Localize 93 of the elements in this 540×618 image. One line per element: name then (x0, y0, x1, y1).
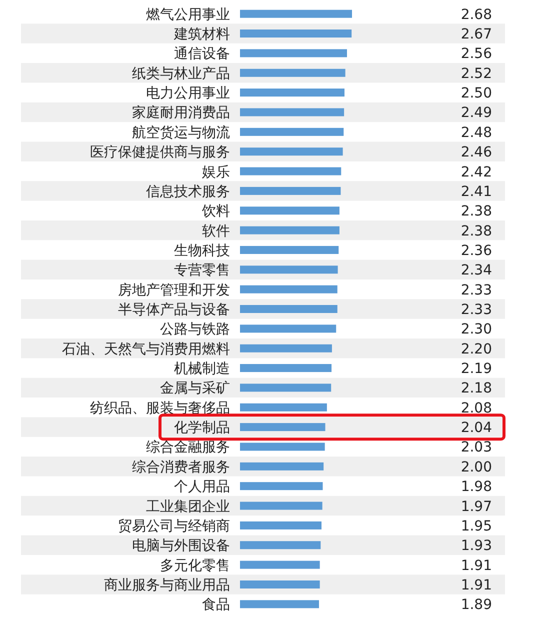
y-tick-label: 通信设备 (174, 46, 230, 62)
bar (240, 462, 324, 470)
data-label: 1.93 (460, 538, 492, 554)
bar (240, 541, 321, 550)
y-tick-label: 工业集团企业 (146, 498, 230, 515)
y-tick-label: 商业服务与商业用品 (104, 577, 230, 594)
data-label: 1.89 (460, 597, 492, 614)
y-tick-label: 软件 (202, 223, 230, 240)
data-label: 2.68 (460, 6, 492, 23)
y-tick-label: 房地产管理和开发 (118, 282, 230, 298)
y-tick-label: 电力公用事业 (146, 86, 230, 102)
y-tick-label: 电脑与外围设备 (132, 538, 230, 554)
data-label: 2.49 (460, 105, 492, 122)
y-tick-label: 建筑材料 (173, 26, 230, 43)
bar (240, 128, 344, 136)
data-label: 2.41 (460, 184, 492, 200)
bar (240, 580, 320, 588)
bar (240, 403, 327, 412)
data-label: 2.00 (460, 459, 492, 476)
data-label: 2.38 (460, 204, 492, 220)
data-label: 2.20 (460, 341, 492, 358)
data-label: 2.04 (460, 420, 492, 436)
bar (240, 423, 326, 432)
y-tick-label: 综合金融服务 (146, 440, 230, 456)
y-tick-label: 家庭耐用消费品 (132, 105, 230, 122)
data-label: 2.18 (460, 380, 492, 397)
data-label: 2.33 (460, 302, 492, 318)
y-tick-label: 机械制造 (174, 361, 230, 378)
y-tick-label: 公路与铁路 (160, 322, 230, 338)
bar (240, 482, 323, 490)
data-label: 2.48 (460, 124, 492, 141)
bar (240, 148, 343, 156)
y-tick-label: 化学制品 (174, 420, 230, 436)
y-tick-label: 燃气公用事业 (146, 6, 230, 23)
data-label: 2.42 (460, 164, 492, 180)
bar (240, 30, 352, 38)
y-tick-label: 生物科技 (174, 242, 230, 259)
y-tick-label: 纸类与林业产品 (132, 66, 230, 82)
bar (240, 68, 346, 77)
data-label: 2.36 (460, 242, 492, 259)
y-tick-label: 航空货运与物流 (132, 124, 230, 141)
data-label: 1.95 (460, 518, 492, 534)
bar (240, 186, 341, 195)
y-tick-label: 娱乐 (202, 164, 230, 180)
bar (240, 364, 332, 372)
bar (240, 49, 347, 58)
bar (240, 600, 319, 608)
y-tick-label: 半导体产品与设备 (118, 302, 230, 318)
bar (240, 324, 336, 333)
data-label: 2.08 (460, 400, 492, 416)
data-label: 2.34 (460, 262, 492, 279)
bar (240, 305, 338, 313)
bar (240, 167, 342, 176)
data-label: 1.98 (460, 479, 492, 496)
y-tick-label: 信息技术服务 (146, 184, 230, 200)
y-tick-label: 食品 (202, 597, 230, 614)
y-tick-label: 多元化零售 (160, 558, 230, 574)
y-tick-label: 纺织品、服装与奢侈品 (90, 400, 230, 416)
data-label: 2.50 (460, 86, 492, 102)
data-label: 1.91 (460, 577, 492, 594)
data-label: 2.52 (460, 66, 492, 82)
bar (240, 502, 322, 510)
y-tick-label: 饮料 (201, 204, 230, 220)
bar (240, 560, 320, 569)
bar (240, 246, 339, 254)
data-label: 2.46 (460, 144, 492, 161)
y-tick-label: 金属与采矿 (160, 380, 230, 397)
data-label: 2.56 (460, 46, 492, 62)
data-label: 1.97 (460, 498, 492, 515)
bar (240, 88, 344, 97)
bar (240, 285, 338, 294)
y-tick-label: 石油、天然气与消费用燃料 (62, 341, 230, 358)
data-label: 2.03 (460, 440, 492, 456)
y-tick-label: 贸易公司与经销商 (118, 518, 230, 534)
bar (240, 344, 332, 352)
y-tick-label: 个人用品 (174, 479, 230, 496)
bar (240, 384, 332, 392)
bar (240, 266, 338, 274)
bar (240, 521, 322, 530)
bar (240, 206, 340, 215)
bar (240, 108, 344, 116)
data-label: 2.33 (460, 282, 492, 298)
data-label: 2.67 (460, 26, 492, 43)
bar (240, 442, 325, 451)
bar (240, 10, 352, 18)
data-label: 2.19 (460, 361, 492, 378)
y-tick-label: 专营零售 (174, 262, 230, 279)
y-tick-label: 医疗保健提供商与服务 (90, 144, 230, 161)
data-label: 2.38 (460, 223, 492, 240)
data-label: 1.91 (460, 558, 492, 574)
y-tick-label: 综合消费者服务 (132, 459, 230, 476)
bar (240, 226, 340, 234)
data-label: 2.30 (460, 322, 492, 338)
